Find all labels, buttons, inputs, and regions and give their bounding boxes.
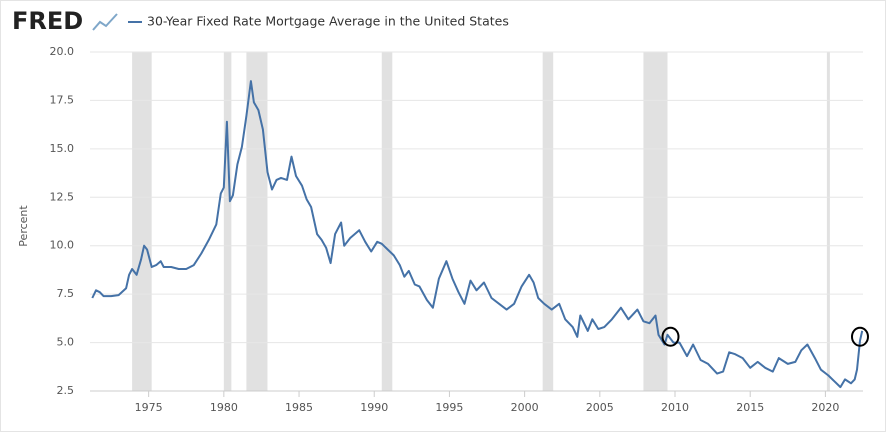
x-tick-label: 2010	[661, 401, 689, 414]
x-tick-label: 2000	[511, 401, 539, 414]
highlight-circle	[661, 326, 680, 347]
logo: FRED	[12, 7, 83, 35]
y-axis-label: Percent	[17, 205, 30, 247]
x-tick-label: 1995	[435, 401, 463, 414]
x-tick-label: 1990	[360, 401, 388, 414]
recession-shade	[132, 52, 152, 391]
recession-shade	[542, 52, 554, 391]
x-tick-label: 1985	[285, 401, 313, 414]
x-tick-label: 1980	[210, 401, 238, 414]
recession-shade	[246, 52, 268, 391]
x-tick-label: 2005	[586, 401, 614, 414]
y-tick-label: 17.5	[50, 93, 75, 106]
y-tick-label: 20.0	[50, 45, 75, 58]
x-tick-label: 1975	[135, 401, 163, 414]
x-tick-label: 2020	[811, 401, 839, 414]
recession-shade	[826, 52, 830, 391]
y-tick-label: 12.5	[50, 190, 75, 203]
recession-shade	[381, 52, 393, 391]
y-tick-label: 10.0	[50, 239, 75, 252]
y-tick-label: 5.0	[57, 336, 75, 349]
series-line	[91, 80, 864, 389]
logo-icon	[92, 13, 118, 31]
y-tick-label: 7.5	[57, 287, 75, 300]
y-tick-label: 2.5	[57, 384, 75, 397]
legend-label: 30-Year Fixed Rate Mortgage Average in t…	[147, 14, 509, 29]
x-tick-label: 2015	[736, 401, 764, 414]
recession-shade	[223, 52, 232, 391]
y-tick-label: 15.0	[50, 142, 75, 155]
highlight-circle	[850, 326, 869, 347]
